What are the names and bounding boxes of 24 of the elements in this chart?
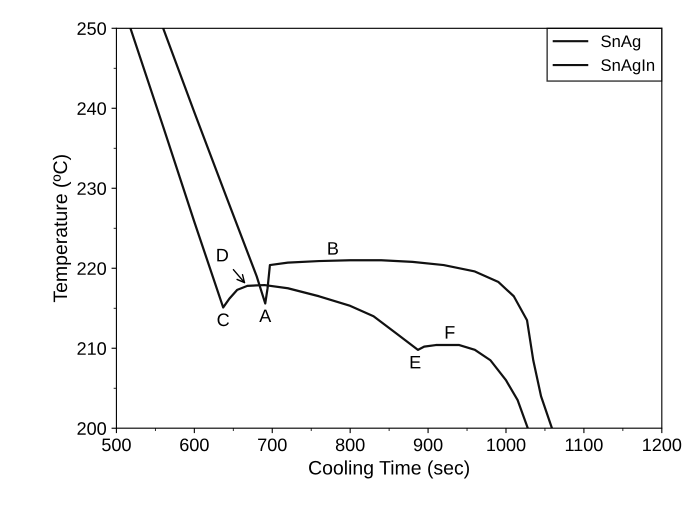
annotation: D — [217, 248, 228, 262]
annotation: F — [446, 326, 455, 339]
y-tick-label: 200 — [77, 422, 106, 435]
y-tick-label: 240 — [77, 102, 106, 115]
annotation: E — [410, 356, 420, 368]
annotation: A — [259, 310, 272, 322]
x-axis-title: Cooling Time (sec) — [309, 460, 469, 478]
y-tick-label: 250 — [77, 22, 106, 35]
x-tick-label: 700 — [258, 438, 287, 452]
x-tick-label: 1200 — [643, 438, 682, 452]
y-tick-label: 210 — [77, 342, 106, 355]
legend-label: SnAg — [601, 35, 640, 50]
x-tick-label: 1000 — [487, 438, 526, 452]
x-tick-label: 600 — [180, 438, 209, 452]
legend-label: SnAgIn — [601, 59, 654, 74]
y-axis-title: Temperature (ºC) — [52, 155, 72, 302]
annotation: C — [218, 313, 229, 326]
x-tick-label: 500 — [102, 438, 131, 452]
y-tick-label: 220 — [77, 262, 106, 275]
x-tick-label: 800 — [336, 438, 365, 452]
x-tick-label: 1100 — [566, 438, 603, 452]
annotation: B — [328, 242, 338, 255]
y-tick-label: 230 — [77, 182, 106, 195]
x-tick-label: 900 — [414, 438, 442, 452]
